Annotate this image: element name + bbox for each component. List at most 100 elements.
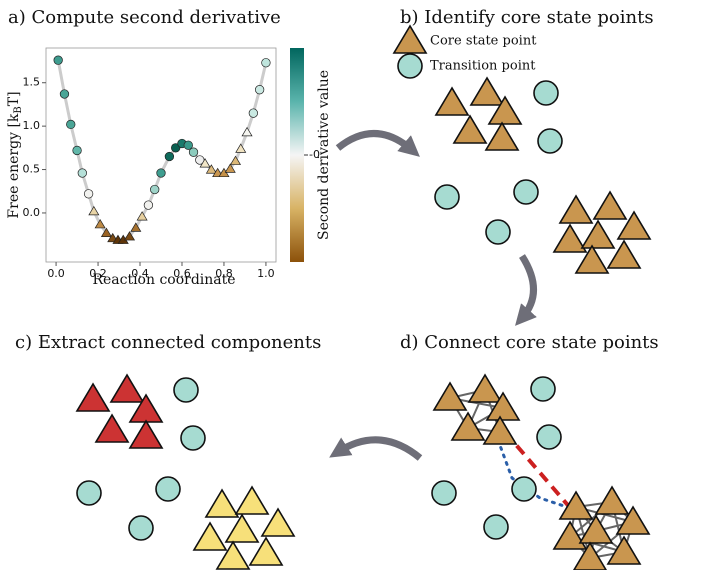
point bbox=[235, 143, 247, 153]
circle bbox=[483, 514, 509, 540]
point bbox=[188, 147, 199, 157]
point bbox=[229, 155, 242, 165]
triangle bbox=[128, 419, 164, 449]
triangle bbox=[484, 121, 520, 151]
triangle bbox=[452, 114, 488, 144]
point bbox=[88, 205, 100, 216]
x-tick-label: 0.4 bbox=[131, 267, 149, 280]
point bbox=[130, 222, 142, 232]
arrow bbox=[515, 254, 537, 326]
y-tick-label: 0.0 bbox=[23, 206, 41, 219]
triangle bbox=[432, 381, 468, 411]
x-tick-label: 0.0 bbox=[47, 267, 65, 280]
colorbar bbox=[290, 48, 304, 262]
y-tick-label: 1.0 bbox=[23, 119, 41, 132]
triangle bbox=[558, 490, 594, 520]
circle bbox=[537, 128, 563, 154]
triangle bbox=[594, 485, 630, 515]
legend-label: Transition point bbox=[430, 59, 536, 74]
triangle bbox=[580, 219, 616, 249]
y-label-part: Free energy [k bbox=[6, 113, 22, 218]
triangle bbox=[192, 521, 228, 551]
point bbox=[83, 189, 94, 199]
point bbox=[123, 231, 136, 241]
triangle bbox=[615, 505, 651, 535]
circle bbox=[485, 219, 511, 245]
point bbox=[171, 143, 181, 153]
circle bbox=[180, 425, 206, 451]
triangle bbox=[573, 541, 607, 570]
x-axis-label: Reaction coordinate bbox=[92, 272, 235, 288]
colorbar-label: Second derivative value bbox=[316, 70, 332, 240]
triangle bbox=[552, 223, 588, 253]
x-tick-label: 0.2 bbox=[89, 267, 107, 280]
schematic: Core state point Transition point bbox=[75, 24, 652, 570]
triangle bbox=[558, 194, 594, 224]
triangle bbox=[434, 86, 470, 116]
circle bbox=[431, 480, 457, 506]
triangle bbox=[204, 488, 240, 518]
point bbox=[72, 145, 82, 156]
triangle bbox=[578, 514, 614, 544]
triangle bbox=[224, 513, 260, 543]
y-tick-label: 0.5 bbox=[23, 163, 41, 176]
x-tick-label: 1.0 bbox=[257, 267, 275, 280]
triangle bbox=[392, 24, 428, 54]
circle bbox=[128, 515, 154, 541]
triangle bbox=[482, 415, 518, 445]
legend-label: Core state point bbox=[430, 34, 537, 49]
arrow bbox=[335, 130, 420, 157]
point bbox=[205, 164, 217, 174]
circle bbox=[533, 80, 559, 106]
triangle bbox=[450, 411, 486, 441]
circle bbox=[173, 377, 199, 403]
triangle bbox=[552, 520, 588, 550]
y-label-part: T] bbox=[6, 91, 22, 106]
triangle bbox=[469, 76, 505, 106]
point bbox=[261, 58, 271, 68]
circle bbox=[530, 376, 556, 402]
triangle bbox=[485, 391, 521, 421]
point bbox=[143, 200, 154, 210]
circle bbox=[155, 476, 181, 502]
triangle bbox=[467, 373, 503, 403]
y-axis-label: Free energy [kBT] bbox=[6, 91, 24, 218]
circle bbox=[513, 179, 539, 205]
plot-frame bbox=[45, 47, 277, 263]
edge-path bbox=[496, 438, 572, 510]
curve bbox=[56, 59, 268, 242]
triangle bbox=[606, 535, 642, 565]
arrow bbox=[329, 436, 423, 461]
triangle bbox=[248, 536, 284, 566]
x-tick-label: 0.6 bbox=[173, 267, 191, 280]
point bbox=[241, 126, 253, 137]
triangle bbox=[606, 239, 642, 269]
triangle bbox=[94, 413, 130, 443]
point bbox=[150, 184, 160, 195]
point bbox=[77, 168, 87, 178]
triangle bbox=[215, 540, 251, 570]
point bbox=[183, 140, 193, 150]
circle bbox=[511, 476, 537, 502]
point bbox=[59, 89, 70, 99]
point bbox=[248, 108, 258, 118]
x-tick-label: 0.8 bbox=[215, 267, 233, 280]
panel-title: c) Extract connected components bbox=[15, 332, 321, 353]
point bbox=[94, 218, 106, 229]
point bbox=[136, 211, 148, 221]
y-tick-label: 1.5 bbox=[23, 76, 41, 89]
y-label-sub: B bbox=[13, 106, 24, 113]
circle bbox=[76, 480, 102, 506]
colorbar-tick-label: -0 bbox=[309, 148, 320, 161]
panel-title: b) Identify core state points bbox=[400, 7, 654, 28]
triangle bbox=[487, 95, 523, 125]
circle bbox=[397, 53, 423, 79]
triangle bbox=[260, 507, 296, 537]
circle bbox=[434, 184, 460, 210]
point bbox=[53, 55, 63, 65]
point bbox=[254, 85, 265, 95]
triangle bbox=[574, 244, 610, 274]
point bbox=[199, 158, 211, 168]
panel-title: a) Compute second derivative bbox=[8, 7, 281, 28]
